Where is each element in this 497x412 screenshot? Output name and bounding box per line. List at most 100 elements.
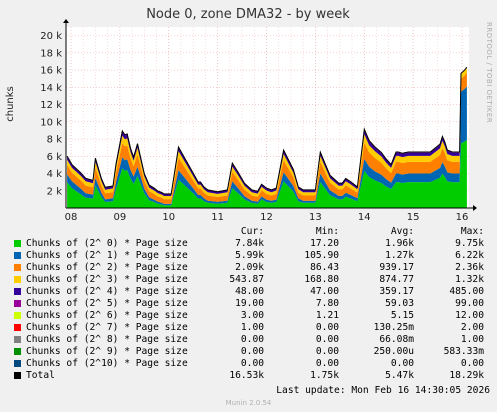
x-tick-label: 14	[358, 212, 371, 223]
legend-series-name: Chunks of (2^ 4) * Page size	[26, 286, 188, 297]
legend-swatch	[14, 264, 21, 271]
legend-row: Chunks of (2^ 5) * Page size 19.00 7.80 59.…	[14, 298, 490, 310]
legend-cur-value: 5.99k	[235, 250, 264, 261]
legend-series-name: Chunks of (2^ 9) * Page size	[26, 346, 188, 357]
legend-max-value: 12.00	[455, 310, 484, 321]
x-tick-label: 11	[211, 212, 224, 223]
legend-cur-value: 3.00	[240, 310, 264, 321]
legend-max-value: 1.32k	[455, 274, 484, 285]
legend-swatch	[14, 372, 21, 379]
stacked-areas	[66, 66, 468, 208]
chart-title: Node 0, zone DMA32 - by week	[146, 7, 350, 22]
legend-min-value: 0.00	[315, 346, 339, 357]
legend-series-name: Chunks of (2^ 2) * Page size	[26, 262, 188, 273]
legend-cur-value: 543.87	[229, 274, 264, 285]
legend-row: Total 16.53k 1.75k 5.47k 18.29k	[14, 370, 490, 382]
legend-min-value: 0.00	[315, 322, 339, 333]
legend-swatch	[14, 240, 21, 247]
legend-min-value: 105.90	[304, 250, 339, 261]
legend-avg-value: 0.00	[390, 358, 414, 369]
legend-avg-value: 59.03	[385, 298, 414, 309]
axes	[63, 19, 477, 211]
legend-swatch	[14, 276, 21, 283]
legend-row: Chunks of (2^ 4) * Page size 48.00 47.00 35…	[14, 286, 490, 298]
x-tick-label: 09	[114, 212, 127, 223]
legend-max-value: 9.75k	[455, 238, 484, 249]
chart: Node 0, zone DMA32 - by week chunks RRDT…	[5, 7, 493, 223]
area-series	[67, 139, 467, 208]
legend-max-value: 2.36k	[455, 262, 484, 273]
y-tick-label: 10 k	[40, 117, 62, 128]
legend-avg-value: 250.00u	[373, 346, 414, 357]
y-tick-label: 18 k	[40, 48, 62, 59]
header-max: Max:	[460, 226, 484, 237]
legend-min-value: 168.80	[304, 274, 339, 285]
total-line	[66, 66, 468, 195]
legend-series-name: Chunks of (2^ 1) * Page size	[26, 250, 188, 261]
y-tick-label: 4 k	[47, 169, 63, 180]
side-label: RRDTOOL / TOBI OETIKER	[485, 22, 493, 123]
legend-max-value: 0.00	[460, 358, 484, 369]
legend-row: Chunks of (2^ 2) * Page size 2.09k 86.43 93…	[14, 262, 490, 274]
y-tick-label: 20 k	[40, 31, 62, 42]
legend-max-value: 6.22k	[455, 250, 484, 261]
legend-series-name: Chunks of (2^10) * Page size	[26, 358, 188, 369]
legend-avg-value: 66.08m	[379, 334, 414, 345]
legend-avg-value: 1.27k	[385, 250, 414, 261]
y-tick-label: 6 k	[47, 152, 63, 163]
legend-avg-value: 1.96k	[385, 238, 414, 249]
legend-swatch	[14, 300, 21, 307]
legend-series-name: Chunks of (2^ 6) * Page size	[26, 310, 188, 321]
legend-min-value: 17.20	[310, 238, 339, 249]
legend-series-name: Total	[26, 370, 55, 381]
legend-swatch	[14, 360, 21, 367]
legend-header: Cur: Min: Avg: Max:	[14, 226, 490, 238]
legend-swatch	[14, 252, 21, 259]
x-tick-label: 10	[162, 212, 175, 223]
legend-row: Chunks of (2^10) * Page size 0.00 0.00 0.00…	[14, 358, 490, 370]
tick-labels: 2 k 4 k 6 k 8 k 10 k 12 k 14 k 16 k 18 k 20 k 08 09…	[40, 31, 468, 223]
legend-cur-value: 48.00	[235, 286, 264, 297]
legend-min-value: 7.80	[315, 298, 339, 309]
legend-max-value: 583.33m	[443, 346, 484, 357]
legend-cur-value: 16.53k	[229, 370, 264, 381]
legend-swatch	[14, 348, 21, 355]
x-tick-label: 13	[309, 212, 322, 223]
legend-min-value: 86.43	[310, 262, 339, 273]
legend-row: Chunks of (2^ 9) * Page size 0.00 0.00 250.…	[14, 346, 490, 358]
legend: Cur: Min: Avg: Max: Chunks of (2^ 0) * P…	[14, 226, 490, 382]
legend-avg-value: 130.25m	[373, 322, 414, 333]
legend-row: Chunks of (2^ 0) * Page size 7.84k 17.20 1.…	[14, 238, 490, 250]
legend-series-name: Chunks of (2^ 8) * Page size	[26, 334, 188, 345]
legend-avg-value: 939.17	[379, 262, 414, 273]
x-axis-arrow	[473, 205, 477, 211]
legend-avg-value: 359.17	[379, 286, 414, 297]
legend-cur-value: 1.00	[240, 322, 264, 333]
y-axis-arrow	[63, 19, 69, 23]
legend-row: Chunks of (2^ 6) * Page size 3.00 1.21 5.15…	[14, 310, 490, 322]
footer: Munin 2.0.54	[225, 399, 272, 407]
legend-max-value: 99.00	[455, 298, 484, 309]
legend-min-value: 47.00	[310, 286, 339, 297]
legend-series-name: Chunks of (2^ 0) * Page size	[26, 238, 188, 249]
legend-series-name: Chunks of (2^ 3) * Page size	[26, 274, 188, 285]
legend-min-value: 1.21	[315, 310, 339, 321]
legend-series-name: Chunks of (2^ 5) * Page size	[26, 298, 188, 309]
y-tick-label: 8 k	[47, 135, 63, 146]
header-avg: Avg:	[390, 226, 414, 237]
legend-swatch	[14, 288, 21, 295]
legend-row: Chunks of (2^ 7) * Page size 1.00 0.00 130.…	[14, 322, 490, 334]
legend-min-value: 0.00	[315, 358, 339, 369]
last-update: Last update: Mon Feb 16 14:30:05 2026	[276, 385, 490, 396]
y-tick-label: 16 k	[40, 66, 62, 77]
legend-avg-value: 874.77	[379, 274, 414, 285]
legend-max-value: 18.29k	[449, 370, 484, 381]
legend-max-value: 485.00	[449, 286, 484, 297]
legend-row: Chunks of (2^ 1) * Page size 5.99k 105.90 1…	[14, 250, 490, 262]
y-tick-label: 14 k	[40, 83, 62, 94]
legend-min-value: 0.00	[315, 334, 339, 345]
x-tick-label: 08	[65, 212, 78, 223]
legend-row: Chunks of (2^ 3) * Page size 543.87 168.80…	[14, 274, 490, 286]
legend-max-value: 1.00	[460, 334, 484, 345]
legend-min-value: 1.75k	[310, 370, 339, 381]
